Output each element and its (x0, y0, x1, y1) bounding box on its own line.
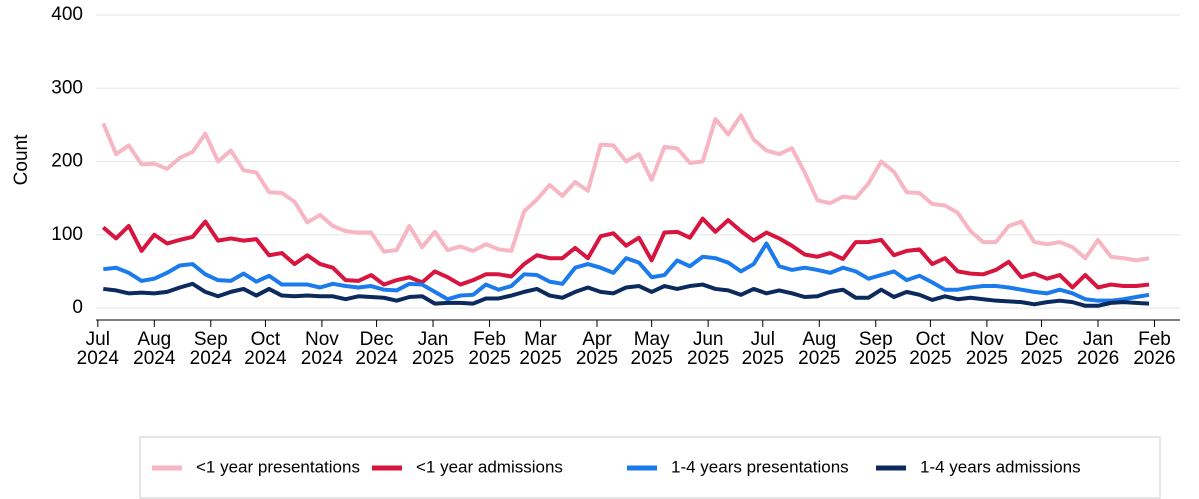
x-tick-label: 2024 (133, 348, 176, 369)
x-tick-label: Jun (693, 329, 724, 350)
x-tick-label: 2025 (855, 348, 897, 369)
x-tick-label: 2025 (468, 348, 510, 369)
x-tick-label: Mar (524, 329, 557, 350)
x-tick-label: Nov (305, 329, 339, 350)
legend-label: <1 year presentations (196, 457, 360, 476)
x-tick-label: Oct (251, 329, 281, 350)
x-tick-label: Dec (1025, 329, 1059, 350)
x-tick-label: 2024 (77, 348, 120, 369)
x-tick-label: May (634, 329, 670, 350)
y-axis-label: Count (11, 134, 32, 185)
x-tick-label: 2025 (909, 348, 951, 369)
x-tick-label: Apr (582, 329, 612, 350)
legend-label: <1 year admissions (416, 457, 563, 476)
x-tick-label: Jul (751, 329, 775, 350)
x-tick-label: Sep (194, 329, 228, 350)
x-tick-label: 2025 (631, 348, 673, 369)
x-tick-label: 2025 (576, 348, 618, 369)
y-tick-label: 300 (51, 77, 83, 98)
legend-label: 1-4 years presentations (671, 457, 849, 476)
x-tick-label: Oct (916, 329, 946, 350)
legend-box (139, 436, 1161, 499)
x-tick-label: Feb (473, 329, 506, 350)
legend-label: 1-4 years admissions (920, 457, 1081, 476)
x-tick-label: 2026 (1133, 348, 1175, 369)
x-tick-label: Aug (802, 329, 836, 350)
x-tick-label: 2025 (798, 348, 840, 369)
x-tick-label: 2025 (742, 348, 784, 369)
x-tick-label: 2024 (190, 348, 233, 369)
y-tick-label: 200 (51, 151, 83, 172)
x-tick-label: Dec (360, 329, 394, 350)
y-tick-label: 400 (51, 4, 83, 25)
series-line (103, 281, 1150, 308)
x-tick-label: 2024 (244, 348, 287, 369)
x-tick-label: Feb (1138, 329, 1171, 350)
x-tick-label: 2024 (301, 348, 344, 369)
x-tick-label: 2025 (412, 348, 454, 369)
x-tick-label: 2025 (687, 348, 729, 369)
y-tick-label: 100 (51, 224, 83, 245)
x-tick-label: 2024 (355, 348, 398, 369)
x-tick-label: Sep (859, 329, 893, 350)
series-line (101, 216, 1150, 290)
x-tick-label: 2025 (519, 348, 561, 369)
x-tick-label: Jan (418, 329, 449, 350)
series-line (101, 113, 1150, 263)
x-tick-label: Jan (1083, 329, 1114, 350)
y-tick-label: 0 (72, 297, 83, 318)
x-tick-label: Nov (970, 329, 1004, 350)
x-tick-label: 2025 (966, 348, 1008, 369)
x-tick-label: Aug (137, 329, 171, 350)
x-tick-label: Jul (86, 329, 110, 350)
series-line (103, 241, 1150, 303)
x-tick-label: 2026 (1077, 348, 1119, 369)
x-tick-label: 2025 (1020, 348, 1062, 369)
